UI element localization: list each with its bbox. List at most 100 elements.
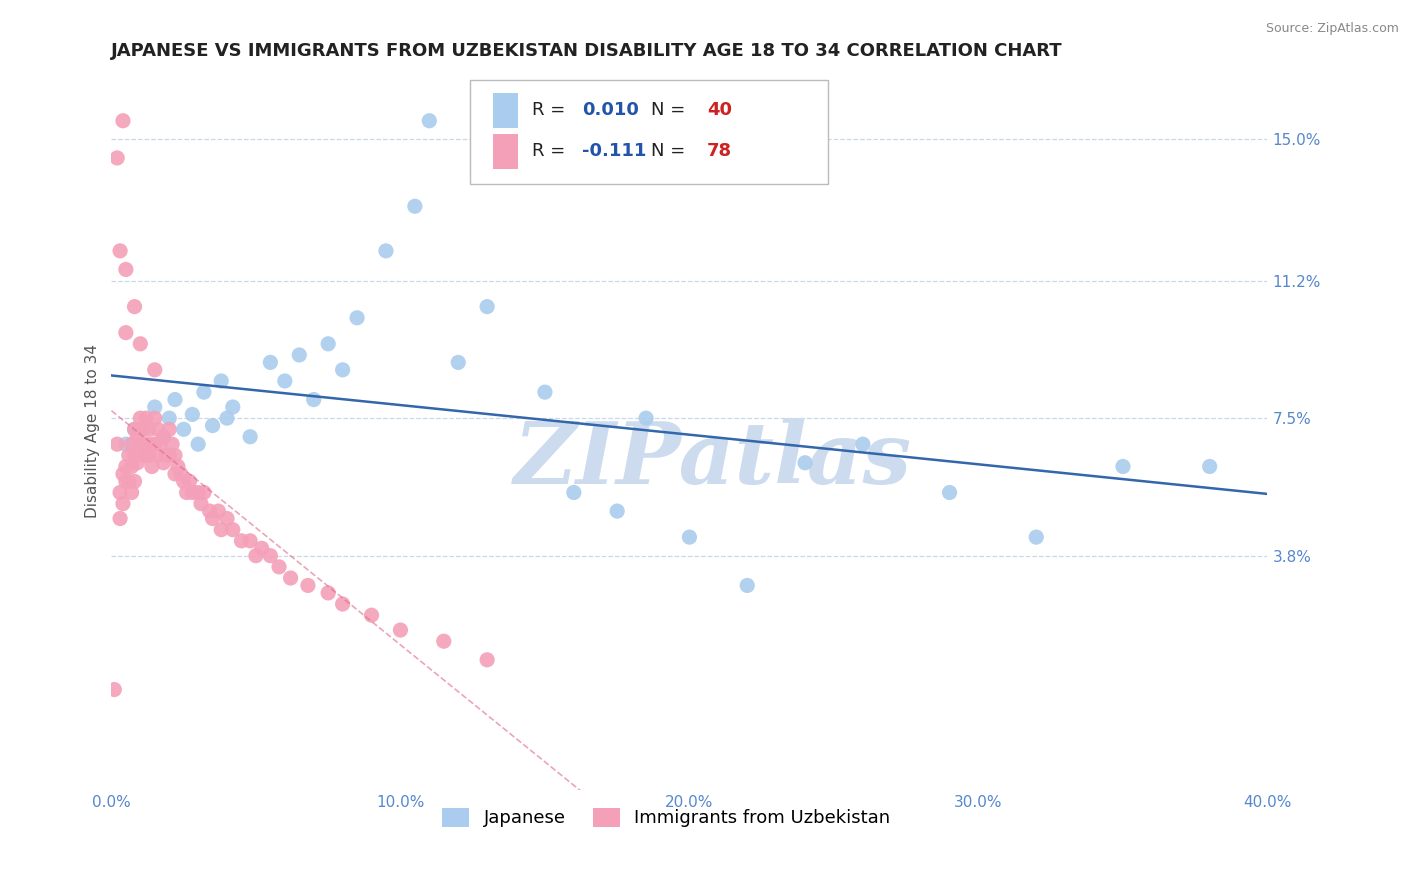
Point: [118, 448, 141, 462]
Point: [187, 485, 209, 500]
Point: [141, 459, 163, 474]
Point: [149, 437, 172, 451]
Point: [179, 475, 201, 489]
Point: [118, 475, 141, 489]
Point: [1198, 459, 1220, 474]
Point: [562, 485, 585, 500]
Point: [173, 475, 195, 489]
Point: [606, 504, 628, 518]
FancyBboxPatch shape: [494, 94, 519, 128]
Point: [207, 504, 229, 518]
Point: [346, 310, 368, 325]
Text: R =: R =: [533, 102, 571, 120]
Point: [141, 437, 163, 451]
Point: [222, 523, 245, 537]
Point: [152, 430, 174, 444]
Point: [201, 418, 224, 433]
Point: [433, 634, 456, 648]
Point: [157, 422, 180, 436]
Point: [143, 411, 166, 425]
Point: [143, 437, 166, 451]
Point: [111, 113, 134, 128]
Point: [121, 485, 143, 500]
Text: Source: ZipAtlas.com: Source: ZipAtlas.com: [1265, 22, 1399, 36]
Point: [259, 549, 281, 563]
Point: [534, 385, 557, 400]
Point: [108, 485, 131, 500]
Point: [143, 400, 166, 414]
Point: [127, 430, 149, 444]
Text: 40: 40: [707, 102, 731, 120]
FancyBboxPatch shape: [470, 79, 828, 184]
Point: [146, 422, 169, 436]
Point: [418, 113, 440, 128]
Point: [138, 448, 160, 462]
Point: [138, 422, 160, 436]
Text: R =: R =: [533, 143, 571, 161]
Point: [157, 448, 180, 462]
Point: [135, 448, 157, 462]
Point: [181, 485, 204, 500]
Point: [111, 497, 134, 511]
Legend: Japanese, Immigrants from Uzbekistan: Japanese, Immigrants from Uzbekistan: [434, 801, 897, 835]
Point: [794, 456, 817, 470]
Point: [245, 549, 267, 563]
Text: ZIPatlas: ZIPatlas: [513, 418, 911, 501]
Point: [302, 392, 325, 407]
Point: [222, 400, 245, 414]
Point: [173, 422, 195, 436]
Point: [105, 437, 128, 451]
Point: [115, 326, 138, 340]
Point: [115, 262, 138, 277]
Point: [852, 437, 875, 451]
Point: [1025, 530, 1047, 544]
Text: 0.010: 0.010: [582, 102, 638, 120]
Point: [115, 459, 138, 474]
Point: [103, 682, 125, 697]
Point: [190, 497, 212, 511]
Point: [332, 597, 354, 611]
Point: [250, 541, 273, 556]
Point: [259, 355, 281, 369]
Point: [121, 459, 143, 474]
Point: [163, 392, 186, 407]
Point: [678, 530, 700, 544]
Point: [157, 411, 180, 425]
Point: [193, 385, 215, 400]
Point: [447, 355, 470, 369]
Point: [198, 504, 221, 518]
Point: [170, 467, 193, 481]
Text: JAPANESE VS IMMIGRANTS FROM UZBEKISTAN DISABILITY AGE 18 TO 34 CORRELATION CHART: JAPANESE VS IMMIGRANTS FROM UZBEKISTAN D…: [111, 42, 1063, 60]
Point: [163, 467, 186, 481]
Point: [332, 363, 354, 377]
Point: [155, 448, 177, 462]
Point: [187, 437, 209, 451]
Point: [146, 448, 169, 462]
Point: [193, 485, 215, 500]
Point: [152, 430, 174, 444]
Point: [108, 244, 131, 258]
Point: [176, 485, 198, 500]
Point: [288, 348, 311, 362]
Point: [135, 437, 157, 451]
Point: [160, 437, 183, 451]
Point: [297, 578, 319, 592]
Point: [215, 411, 238, 425]
Point: [124, 475, 146, 489]
Point: [209, 523, 232, 537]
Point: [938, 485, 960, 500]
Point: [375, 244, 398, 258]
Point: [267, 559, 290, 574]
Text: N =: N =: [651, 102, 692, 120]
Point: [316, 336, 339, 351]
Point: [389, 623, 412, 637]
Point: [239, 430, 262, 444]
Point: [121, 437, 143, 451]
Point: [129, 336, 152, 351]
Point: [143, 363, 166, 377]
Point: [152, 456, 174, 470]
Point: [115, 475, 138, 489]
Point: [475, 653, 498, 667]
Point: [274, 374, 297, 388]
Point: [1112, 459, 1135, 474]
